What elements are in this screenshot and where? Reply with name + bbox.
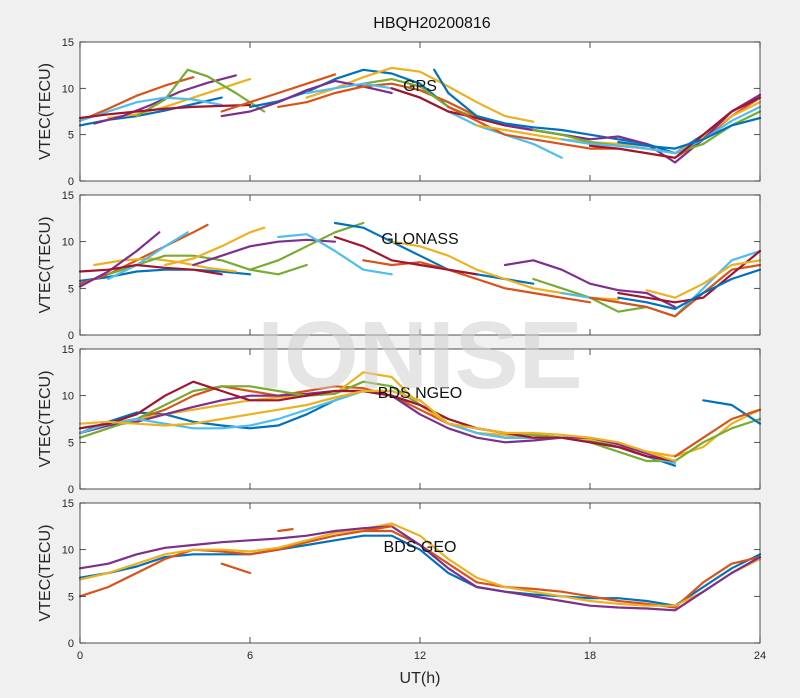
series-line [617,268,762,310]
series-line [220,73,337,113]
series-line [588,263,762,318]
series-line [107,231,189,281]
x-tick-label: 6 [247,650,253,662]
panel-label: GPS [403,78,437,95]
y-tick-label: 15 [62,190,74,202]
series-line [163,226,266,267]
y-tick-label: 5 [68,591,74,603]
series-line [248,221,365,271]
series-line [78,522,762,607]
panel-label: GLONASS [381,231,458,248]
panel-label: BDS NGEO [378,385,462,402]
series-line [673,408,762,458]
series-line [78,223,209,285]
series-line [78,534,762,607]
series-line [617,116,762,150]
chart-title: HBQH20200816 [373,15,491,32]
y-axis-label: VTEC(TECU) [37,217,54,314]
panel-1: 0 5 10 15 VTEC(TECU) GLONASS [37,190,762,342]
y-axis-label: VTEC(TECU) [37,525,54,622]
y-tick-label: 0 [68,176,74,188]
y-tick-label: 0 [68,330,74,342]
series-line [78,389,677,463]
y-tick-label: 10 [62,83,74,95]
y-tick-label: 5 [68,283,74,295]
y-tick-label: 15 [62,498,74,510]
panel-label: BDS GEO [384,539,457,556]
series-line [560,105,762,155]
series-line [78,380,677,463]
y-tick-label: 5 [68,437,74,449]
series-line [78,525,762,612]
y-tick-label: 0 [68,484,74,496]
panel-3: 0 5 10 15 0 6 12 18 24 VTEC(TECU) BDS GEO [37,498,766,662]
plot-area [80,349,760,489]
y-tick-label: 10 [62,545,74,557]
series-line [107,254,308,276]
series-line [702,399,762,425]
y-tick-label: 5 [68,130,74,142]
series-line [78,263,223,276]
series-line [362,259,592,304]
y-axis-label: VTEC(TECU) [37,371,54,468]
series-line [192,238,337,267]
y-tick-label: 0 [68,638,74,650]
panel-2: 0 5 10 15 VTEC(TECU) BDS NGEO [37,344,762,496]
series-line [588,96,762,159]
x-tick-label: 0 [77,650,83,662]
series-line [93,257,237,273]
series-line [645,259,762,299]
series-line [277,527,294,533]
series-line [135,68,266,118]
series-line [305,66,535,123]
series-line [503,259,677,309]
x-axis-label: UT(h) [400,670,441,687]
x-tick-label: 12 [414,650,426,662]
series-line [78,231,161,288]
watermark-text: IONISE [257,302,582,409]
series-line [78,76,195,122]
series-line [78,103,252,120]
x-tick-label: 24 [754,650,766,662]
series-line [78,268,252,282]
plot-area [80,503,760,643]
plot-area [80,42,760,181]
series-line [78,96,223,122]
series-line [220,562,252,575]
panels: 0 5 10 15 VTEC(TECU) GPS 0 5 10 15 VTEC(TECU) GLONA… [37,37,766,662]
y-tick-label: 10 [62,237,74,249]
panel-0: 0 5 10 15 VTEC(TECU) GPS [37,37,762,188]
y-tick-label: 15 [62,344,74,356]
y-axis-label: VTEC(TECU) [37,63,54,160]
x-tick-label: 18 [584,650,596,662]
y-tick-label: 10 [62,391,74,403]
y-tick-label: 15 [62,37,74,49]
series-line [362,525,393,533]
series-line [277,233,393,276]
series-line [333,235,478,276]
